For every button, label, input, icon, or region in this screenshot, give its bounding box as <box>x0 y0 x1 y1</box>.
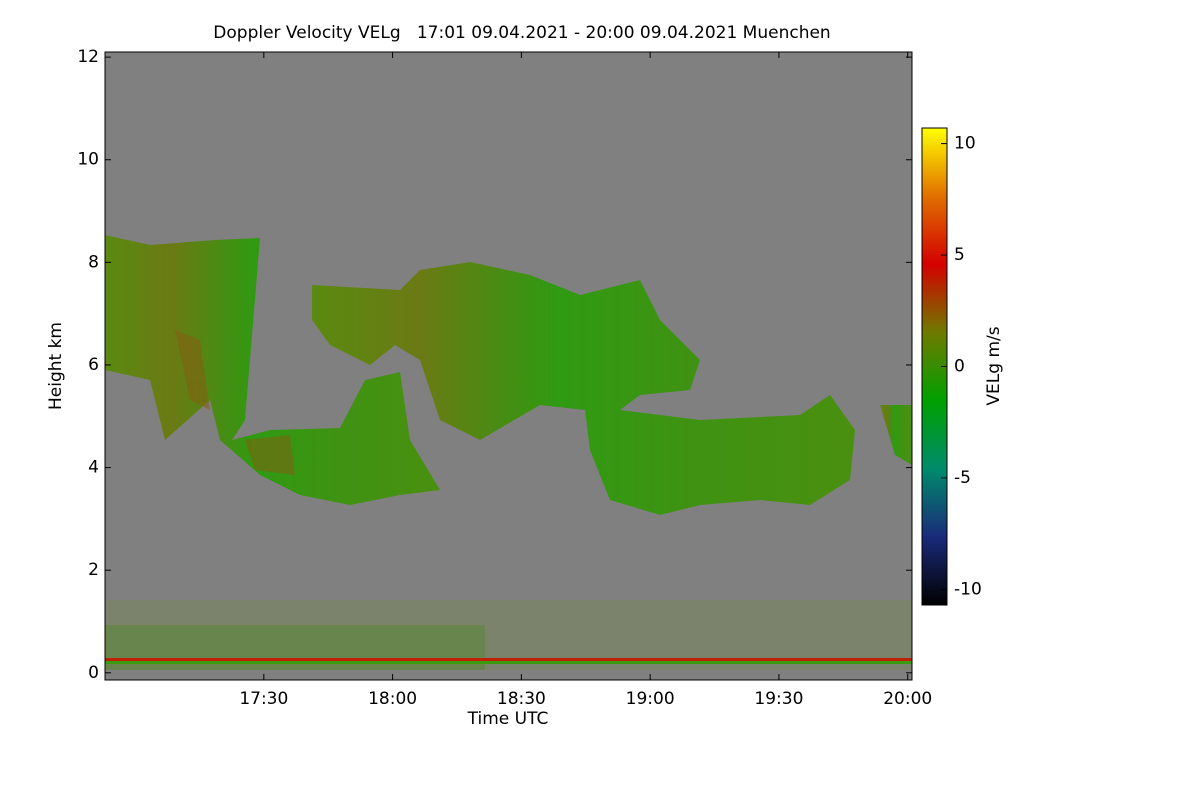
y-tick-label: 6 <box>88 355 99 375</box>
colorbar-label: VELg m/s <box>984 326 1004 405</box>
colorbar-tick-label: 5 <box>954 245 965 265</box>
y-tick-label: 10 <box>77 150 99 170</box>
echo-region <box>175 330 210 410</box>
colorbar-tick-label: -5 <box>954 468 971 488</box>
y-tick-label: 8 <box>88 252 99 272</box>
x-tick-label: 17:30 <box>239 689 288 709</box>
plot-frame <box>104 51 913 681</box>
y-tick-label: 0 <box>88 663 99 683</box>
y-tick-label: 2 <box>88 560 99 580</box>
x-tick-label: 18:00 <box>368 689 417 709</box>
colorbar-tick-label: 0 <box>954 357 965 377</box>
echo-region <box>880 405 912 465</box>
echo-region <box>312 262 855 515</box>
echo-regions <box>105 235 912 515</box>
x-tick-label: 19:30 <box>754 689 803 709</box>
echo-region <box>105 235 440 505</box>
colorbar-tick-label: 10 <box>954 134 976 154</box>
clutter-line <box>105 658 912 661</box>
x-tick-label: 20:00 <box>883 689 932 709</box>
y-tick-label: 4 <box>88 458 99 478</box>
echo-region <box>245 435 295 475</box>
colorbar-tick-label: -10 <box>954 579 982 599</box>
boundary-layer <box>105 600 912 670</box>
x-tick-label: 19:00 <box>626 689 675 709</box>
x-axis-label: Time UTC <box>467 709 549 729</box>
y-axis-label: Height km <box>46 322 66 410</box>
clutter-line <box>105 661 912 664</box>
x-tick-label: 18:30 <box>497 689 546 709</box>
brown-tint <box>175 330 295 475</box>
chart-title: Doppler Velocity VELg 17:01 09.04.2021 -… <box>213 23 830 43</box>
y-tick-label: 12 <box>77 47 99 67</box>
